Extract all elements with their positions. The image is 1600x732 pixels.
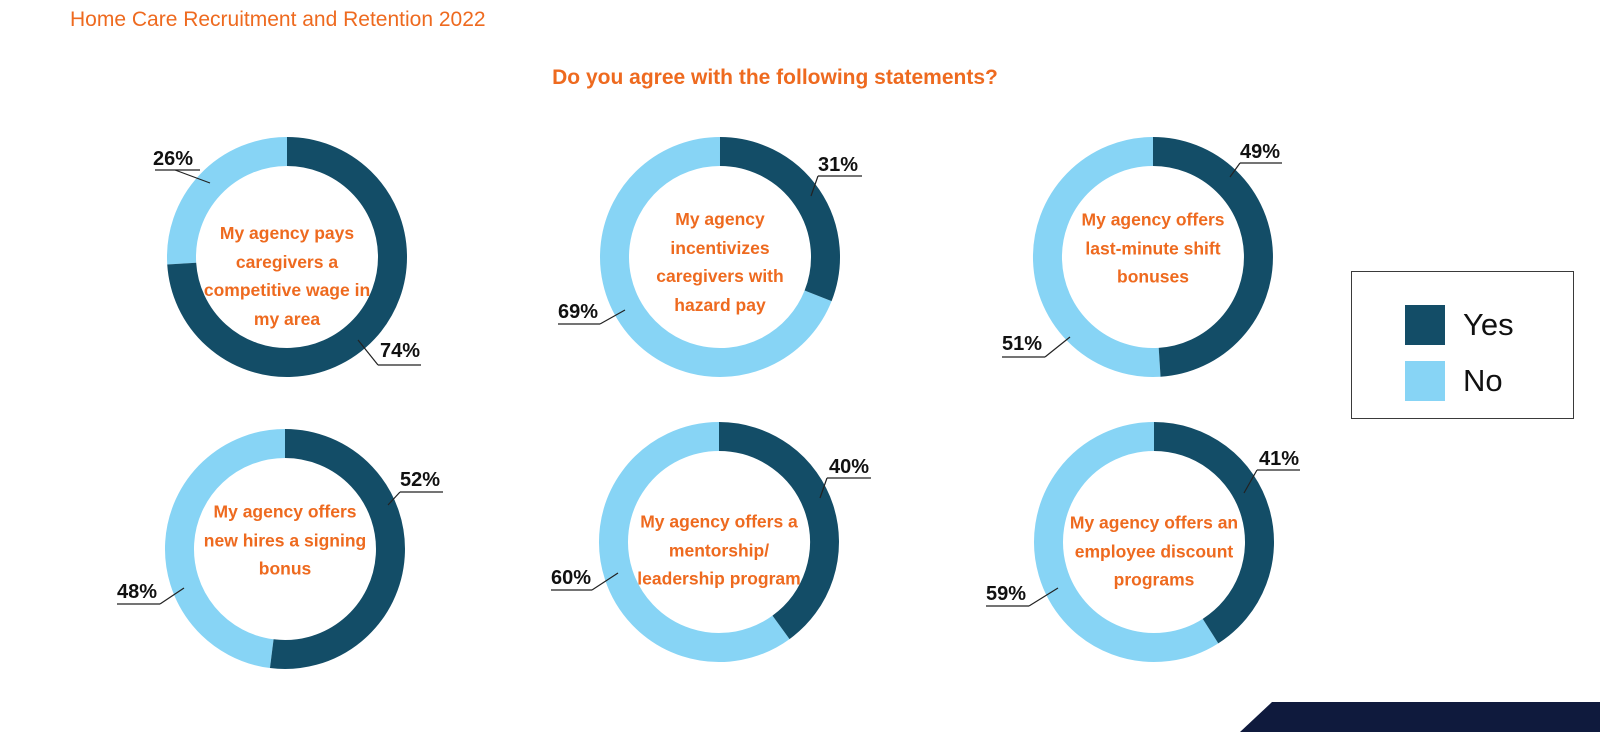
leader-line-yes — [1229, 162, 1241, 178]
donut-slice-yes — [167, 137, 407, 377]
donut-slice-no — [1034, 422, 1219, 662]
donut-statement-2: My agency incentivizes caregivers with h… — [656, 209, 784, 315]
donut-statement-3: My agency offers last-minute shift bonus… — [1081, 209, 1225, 287]
leader-line-yes — [810, 175, 819, 197]
data-label-no: 60% — [551, 567, 591, 589]
data-label-no: 51% — [1002, 333, 1042, 355]
legend-label-yes: Yes — [1463, 307, 1514, 342]
donut-slice-yes — [719, 137, 840, 302]
donut-slice-no — [599, 422, 790, 662]
donut-chart-3: 49% 51% — [1002, 137, 1282, 377]
donut-chart-5: 40% 60% — [551, 422, 871, 662]
legend-item-yes: Yes — [1405, 305, 1514, 345]
donut-slice-yes — [1152, 137, 1273, 377]
data-label-yes: 74% — [380, 340, 420, 362]
leader-line-no — [159, 587, 185, 605]
legend-swatch-no — [1405, 361, 1445, 401]
data-label-no: 69% — [558, 301, 598, 323]
leader-line-yes — [1243, 469, 1258, 494]
data-label-yes: 31% — [818, 154, 858, 176]
legend-item-no: No — [1405, 361, 1503, 401]
leader-line-no — [599, 309, 626, 325]
leader-line-yes — [819, 477, 828, 499]
donut-slice-no — [167, 137, 288, 265]
data-label-no: 48% — [117, 581, 157, 603]
donut-slice-yes — [269, 429, 405, 669]
donut-statement-4: My agency offers new hires a signing bon… — [203, 501, 367, 579]
leader-line-yes — [357, 339, 379, 366]
donut-slice-yes — [1153, 422, 1274, 644]
data-label-yes: 41% — [1259, 448, 1299, 470]
page-title: Home Care Recruitment and Retention 2022 — [70, 8, 486, 31]
data-label-no: 26% — [153, 148, 193, 170]
donut-statement-6: My agency offers an employee discount pr… — [1069, 512, 1239, 590]
donut-chart-6: 41% 59% — [986, 422, 1300, 662]
donut-slice-no — [1033, 137, 1161, 377]
leader-line-no — [591, 572, 619, 591]
footer-corner-shape — [1240, 702, 1600, 732]
chart-question: Do you agree with the following statemen… — [552, 66, 998, 89]
donut-chart-2: 31% 69% — [558, 137, 862, 377]
donut-charts-area: 74% 26% 31% 69% 49% 51% 52% 48% 40% 60% 41% 59% — [117, 137, 1300, 669]
leader-line-no — [1028, 587, 1059, 607]
legend-label-no: No — [1463, 363, 1503, 398]
donut-slice-yes — [718, 422, 839, 640]
donut-slice-no — [600, 137, 832, 377]
legend: Yes No — [1351, 271, 1574, 419]
data-label-yes: 49% — [1240, 141, 1280, 163]
donut-statement-5: My agency offers a mentorship/ leadershi… — [637, 511, 801, 589]
leader-line-no — [1044, 336, 1071, 358]
donut-chart-4: 52% 48% — [117, 429, 443, 669]
leader-line-no — [174, 169, 211, 184]
data-label-yes: 52% — [400, 469, 440, 491]
legend-swatch-yes — [1405, 305, 1445, 345]
donut-statement-1: My agency pays caregivers a competitive … — [203, 223, 371, 329]
donut-slice-no — [165, 429, 286, 669]
leader-line-yes — [387, 491, 401, 506]
donut-chart-1: 74% 26% — [153, 137, 421, 377]
data-label-no: 59% — [986, 583, 1026, 605]
data-label-yes: 40% — [829, 456, 869, 478]
